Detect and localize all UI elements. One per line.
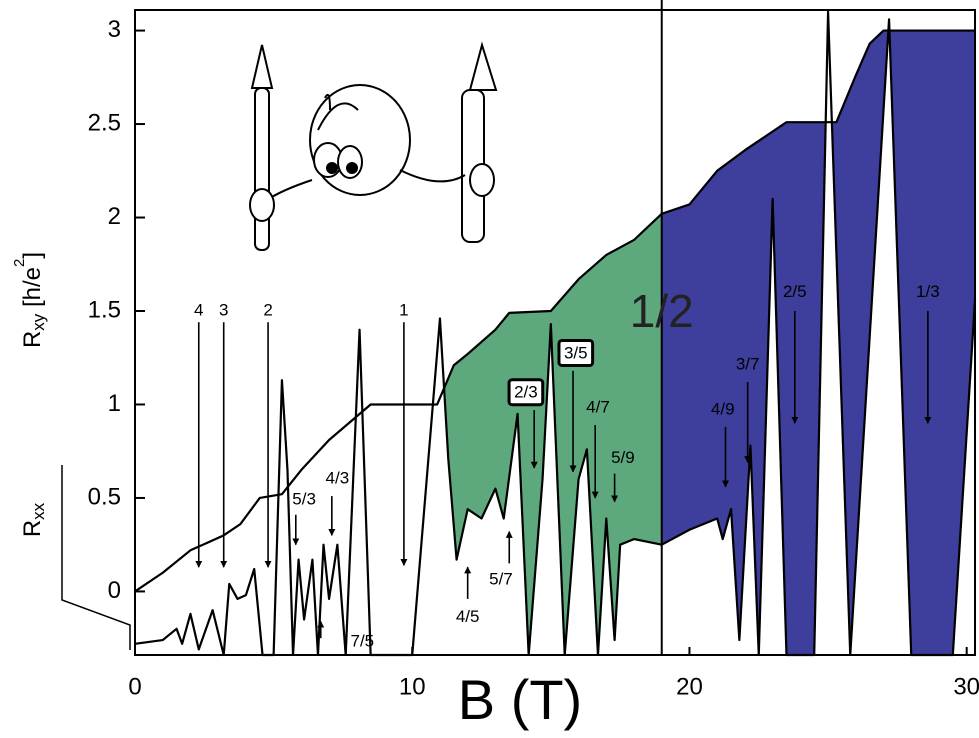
label-part: [h/e bbox=[19, 267, 46, 314]
y-tick-label: 1 bbox=[108, 390, 121, 417]
filling-label: 2/5 bbox=[783, 282, 807, 301]
label-part: 2 bbox=[11, 259, 28, 267]
y-tick-label: 3 bbox=[108, 16, 121, 43]
cartoon bbox=[250, 45, 496, 250]
label-part: ] bbox=[19, 252, 46, 259]
x-axis-label: B (T) bbox=[458, 668, 582, 731]
filling-label: 4 bbox=[194, 300, 203, 319]
filling-label: 3 bbox=[219, 300, 228, 319]
chart: 43214/35/37/54/55/72/33/54/75/94/93/72/5… bbox=[0, 0, 979, 738]
page: {"chart_data": { "type": "line", "x_labe… bbox=[0, 0, 979, 738]
filling-label: 1/3 bbox=[916, 282, 940, 301]
filling-label: 5/3 bbox=[292, 489, 316, 508]
filling-label: 1 bbox=[399, 300, 408, 319]
y-tick-label: 2 bbox=[108, 203, 121, 230]
y2-axis-label: Rxx bbox=[19, 502, 48, 537]
filling-label: 5/9 bbox=[611, 448, 635, 467]
y-tick-label: 0 bbox=[108, 577, 121, 604]
x-tick-label: 10 bbox=[399, 673, 426, 700]
filling-label: 4/7 bbox=[586, 398, 610, 417]
filling-label: 4/5 bbox=[456, 607, 480, 626]
label-part: R bbox=[19, 331, 46, 348]
filling-label: 4/9 bbox=[711, 400, 735, 419]
label-part: xx bbox=[29, 502, 48, 520]
y-axis-label: Rxy [h/e2] bbox=[11, 252, 49, 348]
x-tick-label: 0 bbox=[128, 673, 141, 700]
y-tick-label: 2.5 bbox=[88, 109, 121, 136]
filling-label: 3/7 bbox=[736, 355, 760, 374]
filling-label: 5/7 bbox=[489, 570, 513, 589]
filling-label: 4/3 bbox=[326, 469, 350, 488]
x-tick-label: 30 bbox=[953, 673, 979, 700]
filling-label-large: 1/2 bbox=[630, 285, 694, 337]
filling-label: 3/5 bbox=[564, 343, 588, 362]
filling-label: 7/5 bbox=[351, 631, 375, 650]
label-part: R bbox=[19, 520, 46, 537]
filling-label: 2 bbox=[263, 300, 272, 319]
y-tick-label: 0.5 bbox=[88, 483, 121, 510]
filling-label: 2/3 bbox=[514, 383, 538, 402]
x-tick-label: 20 bbox=[676, 673, 703, 700]
y-tick-label: 1.5 bbox=[88, 296, 121, 323]
label-part: xy bbox=[29, 313, 48, 331]
